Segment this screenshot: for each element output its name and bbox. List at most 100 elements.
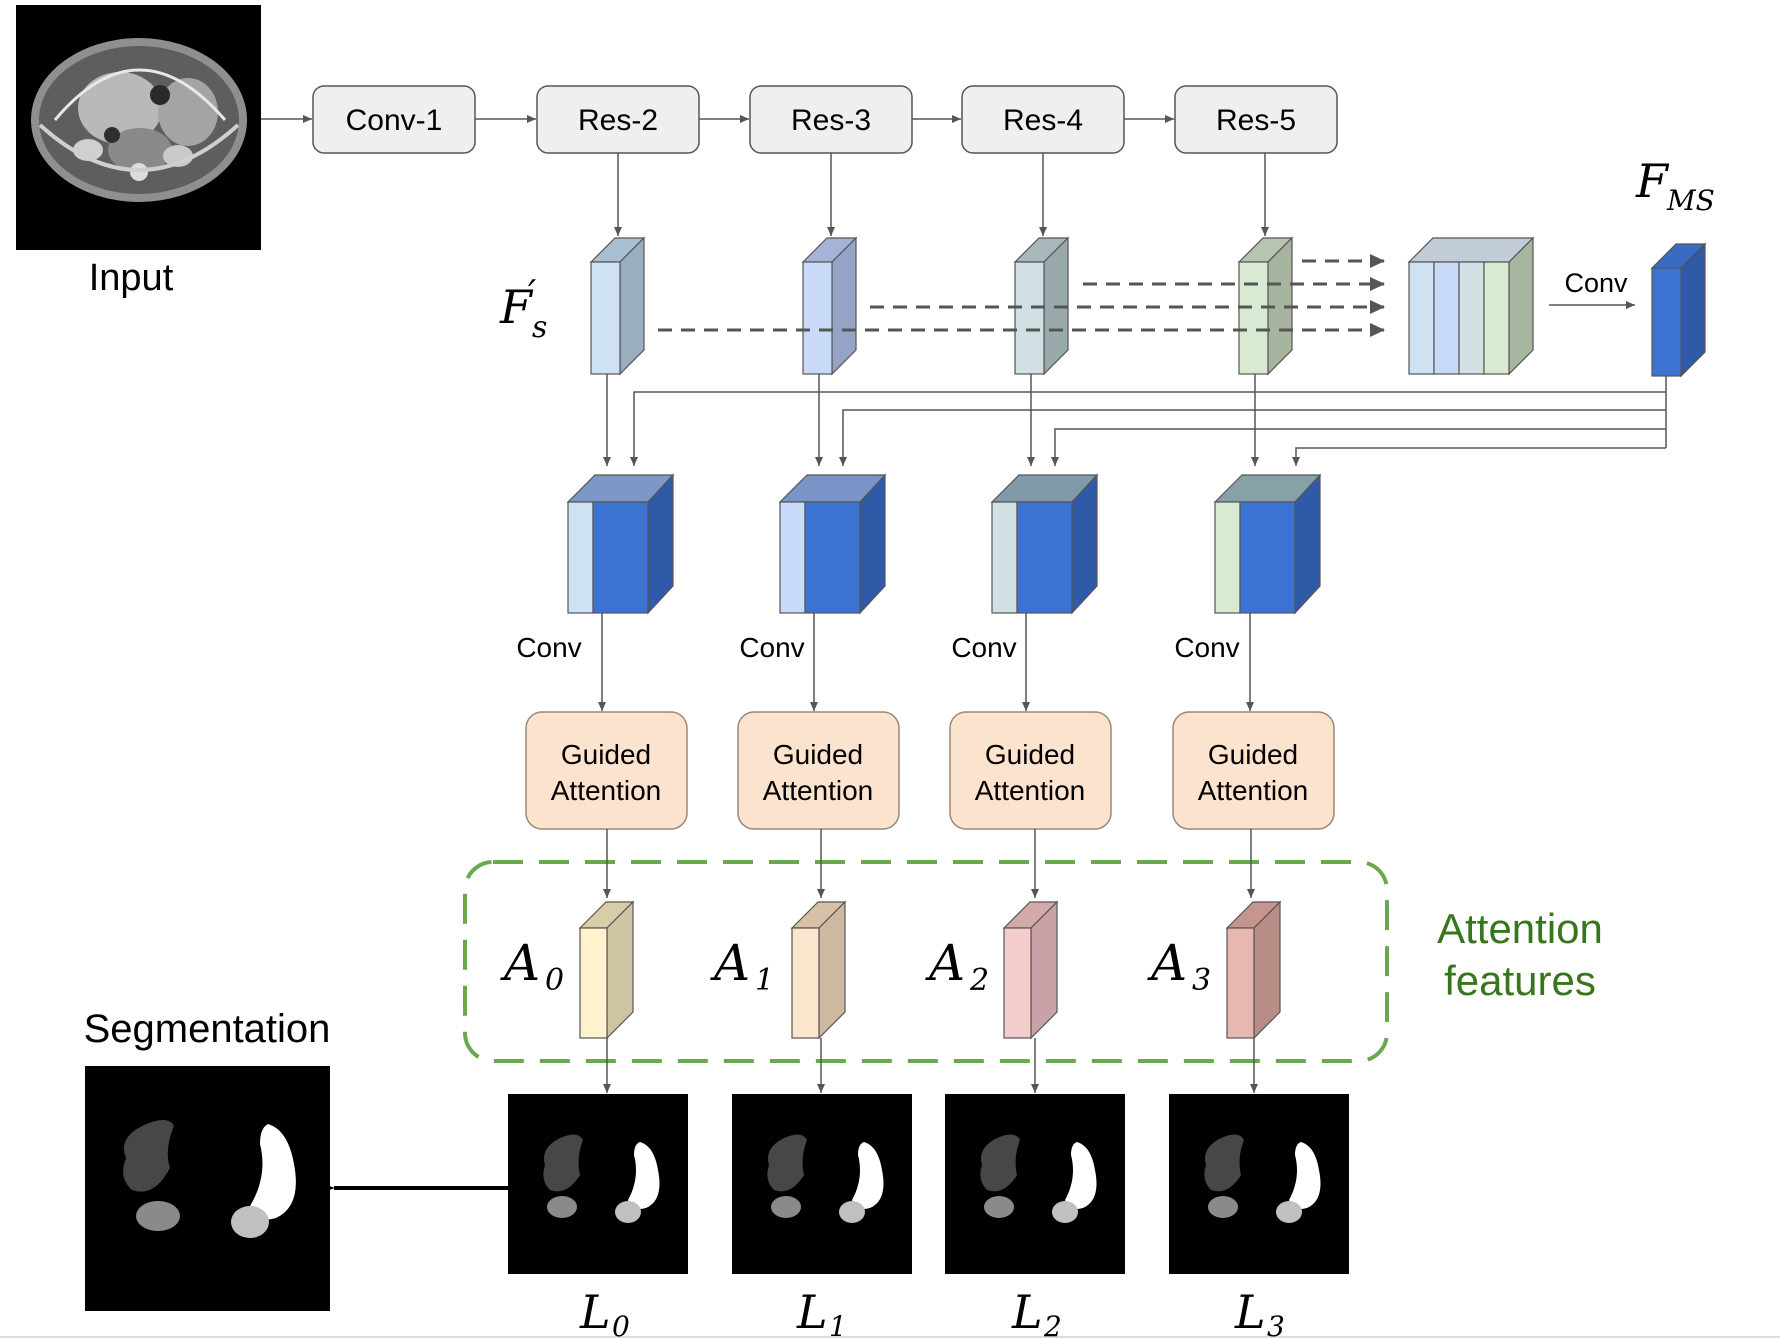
svg-text:F: F — [499, 280, 534, 334]
backbone-block-label: Res-3 — [791, 104, 871, 137]
attention-map-labels: A 0 A 1 A 2 A 3 — [500, 934, 1211, 998]
backbone-block-res5: Res-5 — [1174, 85, 1338, 154]
svg-text:0: 0 — [612, 1310, 630, 1338]
output-mask-3 — [1169, 1094, 1349, 1274]
combined-feature-3 — [1213, 473, 1322, 615]
attention-to-output-arrows — [603, 1038, 1258, 1093]
attention-map-subscript: 2 — [969, 963, 989, 998]
attention-map-2 — [1002, 900, 1059, 1040]
combined-feature-2 — [990, 473, 1099, 615]
attention-map-symbol: A — [1147, 934, 1187, 992]
input-mri-image — [16, 5, 261, 250]
fs-to-combined-arrows — [603, 374, 1259, 466]
attention-map-subscript: 0 — [545, 963, 564, 998]
backbone-block-res2: Res-2 — [536, 85, 700, 154]
attention-map-1 — [790, 900, 847, 1040]
fs-label: F ′ s — [499, 274, 547, 345]
guided-attention-line2: Attention — [551, 775, 662, 806]
svg-text:3: 3 — [1192, 963, 1211, 998]
res-to-fs-arrows — [614, 153, 1269, 236]
guided-attention-3: Guided Attention — [1172, 711, 1335, 830]
svg-text:MS: MS — [1666, 184, 1715, 217]
branch-conv-label: Conv — [1174, 632, 1239, 663]
combined-feature-0 — [566, 473, 675, 615]
attention-map-symbol: A — [500, 934, 540, 992]
branch-conv-label: Conv — [739, 632, 804, 663]
output-masks — [508, 1094, 1349, 1274]
backbone-block-label: Res-5 — [1216, 104, 1296, 137]
output-symbol: L — [1011, 1285, 1043, 1338]
attention-map-subscript: 1 — [755, 963, 774, 998]
combined-feature-1 — [778, 473, 887, 615]
guided-to-attention-arrows — [603, 829, 1255, 898]
svg-text:L: L — [579, 1285, 611, 1338]
backbone-block-label: Res-4 — [1003, 104, 1083, 137]
svg-text:A: A — [925, 934, 965, 992]
output-labels: L 0 L 1 L 2 L 3 — [579, 1285, 1285, 1338]
fms-conv-label: Conv — [1564, 268, 1628, 298]
backbone-block-res3: Res-3 — [749, 85, 913, 154]
svg-text:L: L — [1011, 1285, 1043, 1338]
combined-to-guided-arrows — [598, 613, 1254, 711]
attention-features-label-line1: Attention — [1437, 905, 1603, 952]
svg-text:A: A — [500, 934, 540, 992]
guided-attention-line1: Guided — [773, 739, 863, 770]
fs-label-main: F — [499, 280, 534, 334]
svg-text:2: 2 — [1043, 1310, 1062, 1338]
attention-features-box — [463, 860, 1389, 1063]
svg-text:2: 2 — [969, 963, 989, 998]
fs-feature-1 — [801, 236, 858, 376]
backbone-block-conv1: Conv-1 — [312, 85, 476, 154]
attention-map-3 — [1225, 900, 1282, 1040]
guided-attention-line2: Attention — [1198, 775, 1309, 806]
svg-text:L: L — [796, 1285, 828, 1338]
svg-text:0: 0 — [545, 963, 564, 998]
attention-maps — [578, 900, 1282, 1040]
attention-map-0 — [578, 900, 635, 1040]
segmentation-image — [85, 1066, 330, 1311]
svg-text:1: 1 — [755, 963, 774, 998]
output-subscript: 0 — [612, 1310, 630, 1338]
guided-attention-line2: Attention — [763, 775, 874, 806]
branch-conv-label: Conv — [516, 632, 581, 663]
output-symbol: L — [796, 1285, 828, 1338]
attention-map-symbol: A — [710, 934, 750, 992]
fs-label-prime: ′ — [528, 274, 536, 315]
concat-stack — [1407, 236, 1535, 376]
svg-text:A: A — [1147, 934, 1187, 992]
svg-text:L: L — [1234, 1285, 1266, 1338]
guided-attention-modules: Guided Attention Guided Attention Guided… — [525, 711, 1335, 830]
backbone: Conv-1 Res-2 Res-3 Res-4 Res-5 — [261, 85, 1338, 154]
guided-attention-line1: Guided — [1208, 739, 1298, 770]
fms-label-sub: MS — [1666, 184, 1715, 217]
guided-attention-1: Guided Attention — [737, 711, 900, 830]
fms-label: F MS — [1635, 154, 1715, 217]
guided-attention-0: Guided Attention — [525, 711, 688, 830]
output-mask-1 — [732, 1094, 912, 1274]
backbone-block-label: Res-2 — [578, 104, 658, 137]
guided-attention-line1: Guided — [985, 739, 1075, 770]
backbone-block-res4: Res-4 — [961, 85, 1125, 154]
fs-feature-3 — [1237, 236, 1294, 376]
output-mask-2 — [945, 1094, 1125, 1274]
svg-text:F: F — [1635, 154, 1670, 208]
fms-feature — [1650, 242, 1707, 378]
backbone-block-label: Conv-1 — [346, 104, 443, 137]
svg-text:1: 1 — [829, 1310, 847, 1338]
branch-conv-label: Conv — [951, 632, 1016, 663]
output-mask-0 — [508, 1094, 688, 1274]
svg-text:3: 3 — [1267, 1310, 1285, 1338]
attention-map-symbol: A — [925, 934, 965, 992]
guided-attention-line1: Guided — [561, 739, 651, 770]
fs-label-sub: s — [532, 310, 547, 345]
input-label: Input — [89, 257, 174, 299]
output-subscript: 1 — [829, 1310, 847, 1338]
attention-map-subscript: 3 — [1192, 963, 1211, 998]
guided-attention-line2: Attention — [975, 775, 1086, 806]
svg-text:s: s — [532, 310, 547, 345]
fms-label-main: F — [1635, 154, 1670, 208]
output-symbol: L — [579, 1285, 611, 1338]
fs-feature-0 — [589, 236, 646, 376]
segmentation-label: Segmentation — [84, 1007, 331, 1051]
